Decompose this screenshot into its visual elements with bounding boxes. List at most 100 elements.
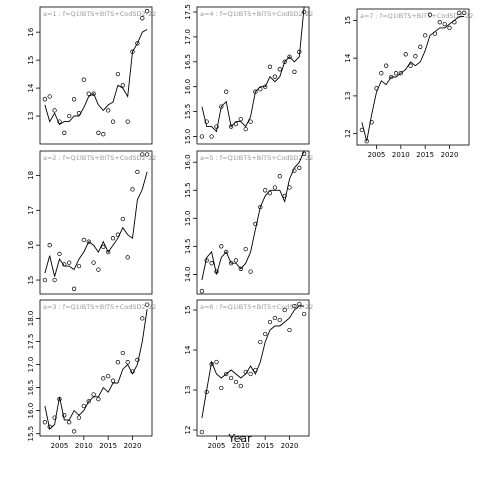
observed-point [442,21,447,27]
observed-point [219,385,224,391]
panel-title: a=4 : f=Q1IBTS+BITS+CodSD2-22 [200,10,313,18]
observed-point [228,124,234,129]
observed-point [52,108,57,113]
observed-point [199,134,205,139]
observed-point [243,369,248,375]
observed-point [144,302,150,307]
observed-point [263,188,268,193]
observed-point [277,67,282,72]
fitted-line [44,309,148,430]
y-tick-label: 13 [27,112,35,121]
observed-point [140,16,145,21]
panel-frame [356,8,470,146]
y-tick-label: 15.5 [184,104,192,120]
observed-point [292,168,297,173]
y-tick-label: 16 [27,240,35,249]
y-tick-label: 15.0 [184,210,192,226]
panel-frame [196,6,310,145]
y-tick-label: 14.5 [184,239,192,255]
observed-point [96,267,101,272]
observed-point [238,383,243,389]
panel-frame [196,299,310,437]
observed-point [418,44,423,49]
x-tick-label: 2005 [51,442,69,450]
observed-point [258,87,263,92]
observed-point [301,311,307,317]
observed-point [452,20,457,25]
y-tick-label: 16.5 [184,54,192,70]
observed-point [140,316,145,321]
observed-point [253,367,258,373]
y-tick-label: 15 [27,276,35,285]
observed-point [62,130,67,135]
observed-point [297,301,302,307]
observed-point [272,315,278,321]
observed-point [219,244,224,249]
y-tick-label: 13 [184,386,192,395]
observed-point [86,399,91,404]
observed-point [277,174,282,179]
observed-point [52,277,57,283]
y-tick-label: 16 [27,27,35,36]
observed-point [258,204,263,210]
observed-point [233,121,239,127]
observed-point [106,108,111,113]
observed-point [457,10,462,15]
observed-point [243,126,248,132]
panel-6: a=6 : f=Q1IBTS+BITS+CodSD2-22 12 13 14 15 200… [184,299,313,450]
panel-title: a=6 : f=Q1IBTS+BITS+CodSD2-22 [200,303,313,311]
observed-point [243,246,248,252]
observed-point [224,371,229,377]
observed-point [120,350,125,356]
observed-point [267,319,273,325]
observed-point [398,71,403,76]
fitted-line [44,29,148,126]
observed-point [204,119,209,124]
observed-point [228,375,234,381]
observed-point [267,190,273,196]
y-tick-label: 17 [27,206,35,215]
observed-point [86,239,91,244]
observed-point [413,54,418,59]
fitted-line [201,6,305,133]
fitted-line [44,171,148,277]
x-tick-label: 2005 [208,442,226,450]
panel-2: a=2 : f=Q1IBTS+BITS+CodSD2-22 15 16 17 18 [27,150,156,295]
fitted-line [201,305,305,419]
observed-point [204,258,209,263]
observed-point [427,12,433,17]
x-tick-label: 2010 [232,442,250,450]
observed-point [263,331,268,337]
observed-point [101,132,106,137]
x-tick-label: 2020 [281,442,299,450]
observed-point [301,9,307,15]
observed-point [263,84,268,89]
observed-point [297,49,302,54]
observed-point [233,379,239,385]
observed-point [47,94,52,99]
panel-title: a=3 : f=Q1IBTS+BITS+CodSD2-22 [43,303,156,311]
observed-point [71,97,77,102]
y-tick-label: 15.0 [184,129,192,145]
observed-point [101,244,106,250]
y-tick-label: 15 [184,306,192,315]
observed-point [258,339,263,345]
observed-point [110,119,116,124]
observed-point [214,359,219,365]
y-tick-label: 16.0 [184,154,192,170]
x-tick-label: 2010 [392,151,410,159]
observed-point [120,216,125,222]
y-tick-label: 18.0 [27,311,35,327]
observed-point [115,71,121,77]
x-tick-label: 2015 [99,442,117,450]
y-tick-label: 14.0 [184,267,192,283]
observed-point [388,74,394,80]
observed-point [224,249,229,255]
y-tick-label: 14 [27,83,35,92]
observed-point [301,151,307,156]
observed-point [204,389,209,395]
observed-point [447,25,452,31]
observed-point [140,152,145,157]
observed-point [76,263,82,269]
observed-point [106,249,111,255]
